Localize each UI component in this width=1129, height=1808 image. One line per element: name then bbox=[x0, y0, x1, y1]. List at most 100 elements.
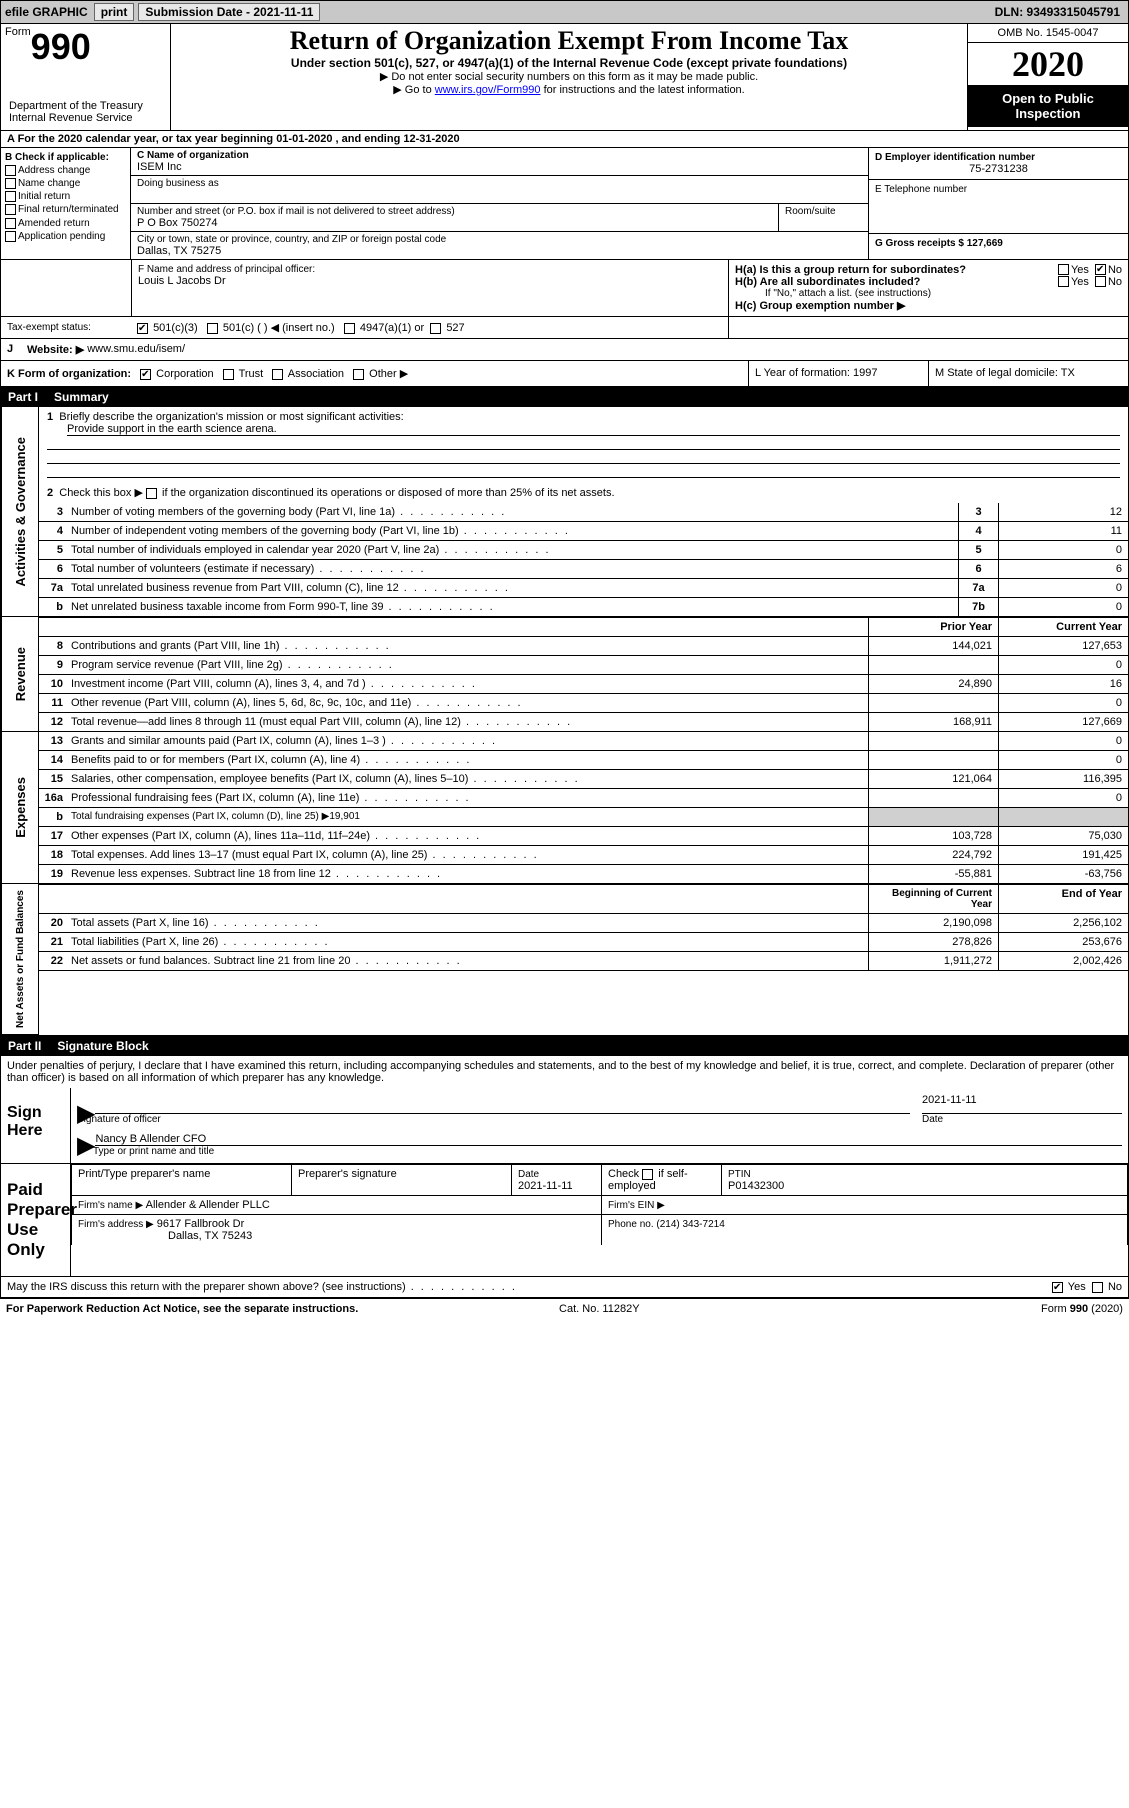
summary-row: 22Net assets or fund balances. Subtract … bbox=[39, 952, 1128, 971]
summary-row: 11Other revenue (Part VIII, column (A), … bbox=[39, 694, 1128, 713]
sig-date-val: 2021-11-11 bbox=[922, 1094, 1122, 1114]
org-name-label: C Name of organization bbox=[137, 150, 862, 161]
page-footer: For Paperwork Reduction Act Notice, see … bbox=[0, 1298, 1129, 1319]
hb-note: If "No," attach a list. (see instruction… bbox=[735, 288, 1122, 299]
l2-text: Check this box ▶ if the organization dis… bbox=[59, 487, 614, 499]
chk-4947[interactable] bbox=[344, 323, 355, 334]
part2-title: Signature Block bbox=[57, 1039, 148, 1053]
chk-trust[interactable] bbox=[223, 369, 234, 380]
box-deg: D Employer identification number 75-2731… bbox=[868, 147, 1128, 259]
website-value: www.smu.edu/isem/ bbox=[87, 343, 185, 356]
box-b-label: B Check if applicable: bbox=[5, 152, 126, 163]
instruct-goto: ▶ Go to www.irs.gov/Form990 for instruct… bbox=[175, 83, 963, 96]
print-button[interactable]: print bbox=[94, 3, 135, 21]
summary-grid: Activities & Governance 1 Briefly descri… bbox=[0, 407, 1129, 1036]
ein-value: 75-2731238 bbox=[875, 163, 1122, 175]
city-label: City or town, state or province, country… bbox=[137, 234, 862, 245]
l16b-curr bbox=[998, 808, 1128, 826]
website-label: Website: ▶ bbox=[27, 343, 84, 356]
header-row: Form990 Department of the Treasury Inter… bbox=[0, 24, 1129, 131]
summary-row: 17Other expenses (Part IX, column (A), l… bbox=[39, 827, 1128, 846]
officer-name: Louis L Jacobs Dr bbox=[138, 275, 722, 287]
addr-label: Number and street (or P.O. box if mail i… bbox=[137, 206, 772, 217]
summary-row: 18Total expenses. Add lines 13–17 (must … bbox=[39, 846, 1128, 865]
box-b: B Check if applicable: Address change Na… bbox=[1, 147, 131, 259]
side-revenue: Revenue bbox=[1, 617, 39, 732]
firm-addr-label: Firm's address ▶ bbox=[78, 1219, 154, 1230]
prep-date-hdr: Date bbox=[518, 1169, 539, 1180]
chk-corp[interactable] bbox=[140, 369, 151, 380]
part1-title: Summary bbox=[54, 390, 109, 404]
chk-other[interactable] bbox=[353, 369, 364, 380]
box-c: C Name of organization ISEM Inc Doing bu… bbox=[131, 147, 868, 259]
hb-no[interactable] bbox=[1095, 276, 1106, 287]
hdr-curr: Current Year bbox=[998, 618, 1128, 636]
hdr-end: End of Year bbox=[998, 885, 1128, 913]
footer-right: Form 990 (2020) bbox=[1041, 1303, 1123, 1315]
hdr-prior: Prior Year bbox=[868, 618, 998, 636]
firm-name: Allender & Allender PLLC bbox=[146, 1199, 270, 1211]
phone-label: E Telephone number bbox=[875, 184, 1122, 195]
hb-label: H(b) Are all subordinates included? bbox=[735, 276, 1058, 288]
ha-yes[interactable] bbox=[1058, 264, 1069, 275]
ha-no[interactable] bbox=[1095, 264, 1106, 275]
gov-row: 3Number of voting members of the governi… bbox=[39, 503, 1128, 522]
l16b: Total fundraising expenses (Part IX, col… bbox=[67, 808, 868, 826]
opt-initial-return[interactable]: Initial return bbox=[5, 191, 126, 202]
dln-label: DLN: 93493315045791 bbox=[995, 5, 1120, 19]
sign-here-block: Sign Here ▶ Signature of officer 2021-11… bbox=[0, 1088, 1129, 1164]
chk-527[interactable] bbox=[430, 323, 441, 334]
dba-label: Doing business as bbox=[137, 178, 862, 189]
opt-amended-return[interactable]: Amended return bbox=[5, 218, 126, 229]
firm-addr2: Dallas, TX 75243 bbox=[168, 1230, 252, 1242]
prep-name-hdr: Print/Type preparer's name bbox=[72, 1165, 292, 1196]
submission-date-button[interactable]: Submission Date - 2021-11-11 bbox=[138, 3, 320, 21]
dept-treasury: Department of the Treasury Internal Reve… bbox=[5, 96, 166, 128]
chk-501c[interactable] bbox=[207, 323, 218, 334]
chk-selfemployed[interactable] bbox=[642, 1169, 653, 1180]
efile-label: efile GRAPHIC bbox=[5, 5, 88, 19]
sig-date-label: Date bbox=[922, 1114, 1122, 1125]
chk-assoc[interactable] bbox=[272, 369, 283, 380]
prep-selfemp: Check if self-employed bbox=[602, 1165, 722, 1196]
ha-label: H(a) Is this a group return for subordin… bbox=[735, 264, 1058, 276]
part1-header: Part I Summary bbox=[0, 387, 1129, 407]
officer-label: F Name and address of principal officer: bbox=[138, 264, 722, 275]
side-expenses: Expenses bbox=[1, 732, 39, 884]
side-netassets: Net Assets or Fund Balances bbox=[1, 884, 39, 1035]
j-label: J bbox=[7, 343, 27, 356]
omb-number: OMB No. 1545-0047 bbox=[968, 24, 1128, 43]
firm-addr: 9617 Fallbrook Dr bbox=[157, 1218, 244, 1230]
gov-row: 4Number of independent voting members of… bbox=[39, 522, 1128, 541]
prep-date-val: 2021-11-11 bbox=[518, 1180, 573, 1192]
ptin-value: P01432300 bbox=[728, 1180, 784, 1192]
discuss-row: May the IRS discuss this return with the… bbox=[0, 1277, 1129, 1298]
summary-row: 8Contributions and grants (Part VIII, li… bbox=[39, 637, 1128, 656]
discuss-yes[interactable] bbox=[1052, 1282, 1063, 1293]
summary-row: 15Salaries, other compensation, employee… bbox=[39, 770, 1128, 789]
gross-receipts: G Gross receipts $ 127,669 bbox=[875, 238, 1122, 249]
l16b-prior bbox=[868, 808, 998, 826]
opt-app-pending[interactable]: Application pending bbox=[5, 231, 126, 242]
org-city: Dallas, TX 75275 bbox=[137, 245, 862, 257]
name-label: Type or print name and title bbox=[93, 1146, 1122, 1157]
form990-link[interactable]: www.irs.gov/Form990 bbox=[435, 84, 541, 96]
discuss-no[interactable] bbox=[1092, 1282, 1103, 1293]
l1-value: Provide support in the earth science are… bbox=[67, 423, 1120, 436]
hdr-beg: Beginning of Current Year bbox=[868, 885, 998, 913]
prep-sig-hdr: Preparer's signature bbox=[292, 1165, 512, 1196]
box-h: H(a) Is this a group return for subordin… bbox=[728, 260, 1128, 316]
form-number: 990 bbox=[31, 26, 91, 67]
l2-checkbox[interactable] bbox=[146, 488, 157, 499]
opt-name-change[interactable]: Name change bbox=[5, 178, 126, 189]
opt-final-return[interactable]: Final return/terminated bbox=[5, 204, 126, 215]
taxexempt-label: Tax-exempt status: bbox=[1, 317, 131, 338]
hb-yes[interactable] bbox=[1058, 276, 1069, 287]
box-m: M State of legal domicile: TX bbox=[928, 361, 1128, 386]
ptin-label: PTIN bbox=[728, 1169, 751, 1180]
footer-catno: Cat. No. 11282Y bbox=[559, 1303, 640, 1315]
chk-501c3[interactable] bbox=[137, 323, 148, 334]
firm-name-label: Firm's name ▶ bbox=[78, 1200, 143, 1211]
box-l: L Year of formation: 1997 bbox=[748, 361, 928, 386]
opt-address-change[interactable]: Address change bbox=[5, 165, 126, 176]
